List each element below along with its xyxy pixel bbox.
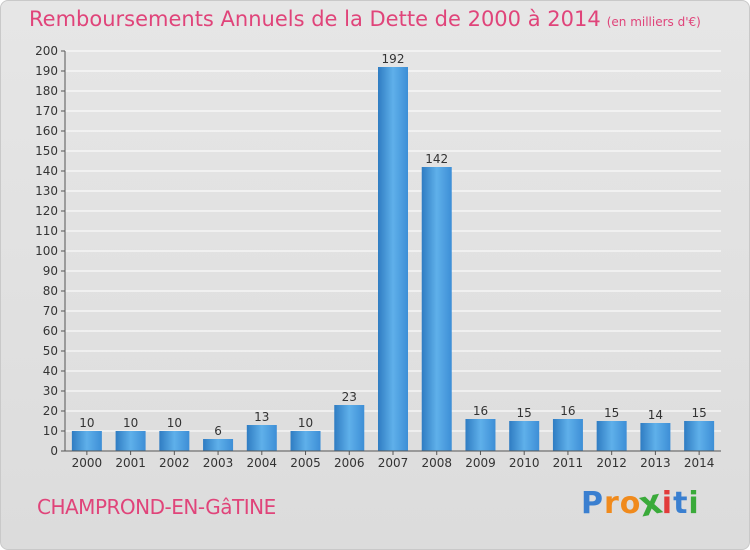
y-tick-label: 10 [43, 424, 58, 438]
bar-2005 [290, 431, 321, 451]
data-label-2009: 16 [473, 404, 488, 418]
data-label-2013: 14 [648, 408, 663, 422]
y-tick-label: 60 [43, 324, 58, 338]
x-tick-label-2009: 2009 [465, 456, 496, 470]
bar-2000 [71, 431, 102, 451]
x-tick-label-2000: 2000 [72, 456, 103, 470]
y-tick-label: 120 [35, 204, 58, 218]
y-tick-label: 200 [35, 44, 58, 58]
data-label-2005: 10 [298, 416, 313, 430]
bar-2008 [421, 167, 452, 451]
data-label-2004: 13 [254, 410, 269, 424]
bar-2006 [334, 405, 365, 451]
y-tick-label: 80 [43, 284, 58, 298]
bar-2013 [640, 423, 671, 451]
y-tick-label: 20 [43, 404, 58, 418]
bar-2003 [203, 439, 234, 451]
bar-2002 [159, 431, 190, 451]
x-tick-label-2012: 2012 [596, 456, 627, 470]
data-label-2010: 15 [517, 406, 532, 420]
y-tick-label: 160 [35, 124, 58, 138]
bar-2001 [115, 431, 146, 451]
y-tick-label: 140 [35, 164, 58, 178]
data-label-2014: 15 [691, 406, 706, 420]
y-tick-label: 0 [50, 444, 58, 458]
x-tick-label-2005: 2005 [290, 456, 321, 470]
bar-2007 [378, 67, 408, 451]
data-label-2003: 6 [214, 424, 222, 438]
data-label-2012: 15 [604, 406, 619, 420]
y-tick-label: 130 [35, 184, 58, 198]
x-tick-label-2001: 2001 [115, 456, 146, 470]
logo-letter: r [604, 486, 620, 521]
x-tick-label-2014: 2014 [684, 456, 715, 470]
x-tick-label-2007: 2007 [378, 456, 409, 470]
commune-name: CHAMPROND-EN-GâTINE [37, 495, 276, 519]
data-label-2000: 10 [79, 416, 94, 430]
data-label-2008: 142 [425, 152, 448, 166]
logo-letter: t [673, 486, 689, 521]
bar-2004 [246, 425, 277, 451]
y-tick-label: 50 [43, 344, 58, 358]
x-tick-label-2002: 2002 [159, 456, 190, 470]
bar-2009 [465, 419, 496, 451]
x-tick-label-2003: 2003 [203, 456, 234, 470]
y-axis-ticks: 0 10 20 30 40 50 60 70 80 90 100 110 120 130 140 150 160… [35, 44, 65, 458]
y-tick-label: 40 [43, 364, 58, 378]
logo-letter: P [581, 486, 604, 521]
data-label-2002: 10 [167, 416, 182, 430]
proxiti-logo: Proxiti [581, 481, 700, 525]
title-text: Remboursements Annuels de la Dette de 20… [29, 7, 601, 31]
logo-letter: i [688, 486, 700, 521]
data-label-2007: 192 [382, 52, 405, 66]
y-tick-label: 170 [35, 104, 58, 118]
bar-2011 [552, 419, 583, 451]
logo-letter: i [661, 486, 674, 521]
y-tick-label: 100 [35, 244, 58, 258]
x-tick-label-2011: 2011 [553, 456, 584, 470]
y-tick-label: 150 [35, 144, 58, 158]
y-tick-label: 90 [43, 264, 58, 278]
x-tick-label-2010: 2010 [509, 456, 540, 470]
x-axis-ticks: 2000 2001 2002 2003 2004 2005 2006 2007 2008 2009… [72, 451, 715, 470]
chart-title: Remboursements Annuels de la Dette de 20… [29, 7, 701, 31]
y-tick-label: 70 [43, 304, 58, 318]
y-tick-label: 30 [43, 384, 58, 398]
y-tick-label: 180 [35, 84, 58, 98]
logo-letter: o [619, 486, 642, 521]
bar-2014 [684, 421, 715, 451]
x-tick-label-2006: 2006 [334, 456, 365, 470]
y-tick-label: 110 [35, 224, 58, 238]
unit-label: (en milliers d'€) [606, 15, 701, 29]
x-tick-label-2004: 2004 [247, 456, 278, 470]
data-label-2006: 23 [342, 390, 357, 404]
bars: 10 10 10 6 13 10 23 192 142 16 15 16 15 14 15 [71, 52, 715, 451]
y-tick-label: 190 [35, 64, 58, 78]
data-label-2001: 10 [123, 416, 138, 430]
data-label-2011: 16 [560, 404, 575, 418]
x-tick-label-2013: 2013 [640, 456, 671, 470]
bar-2012 [596, 421, 627, 451]
bar-2010 [509, 421, 540, 451]
x-tick-label-2008: 2008 [421, 456, 452, 470]
